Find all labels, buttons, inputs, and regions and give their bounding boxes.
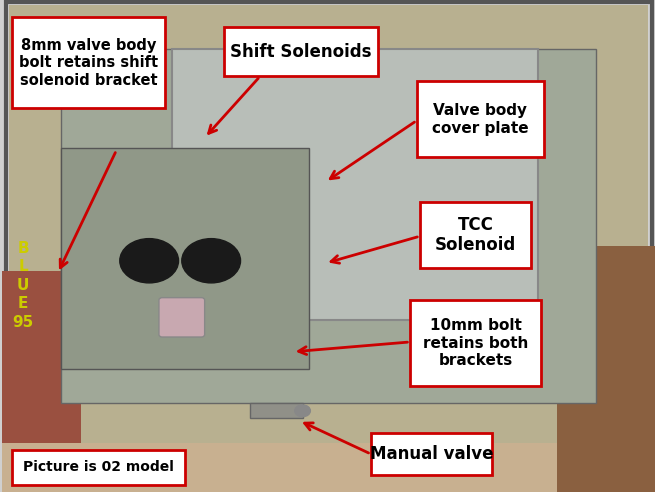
- FancyBboxPatch shape: [371, 433, 492, 475]
- FancyBboxPatch shape: [159, 298, 204, 337]
- Text: B
L
U
E
95: B L U E 95: [12, 241, 34, 330]
- FancyBboxPatch shape: [3, 271, 81, 492]
- FancyBboxPatch shape: [417, 81, 544, 157]
- FancyBboxPatch shape: [12, 17, 166, 108]
- Circle shape: [295, 405, 310, 417]
- Text: TCC
Solenoid: TCC Solenoid: [435, 215, 516, 254]
- FancyBboxPatch shape: [3, 443, 655, 492]
- Text: Manual valve: Manual valve: [369, 445, 493, 463]
- FancyBboxPatch shape: [5, 2, 652, 490]
- FancyBboxPatch shape: [61, 148, 309, 369]
- FancyBboxPatch shape: [224, 27, 377, 76]
- FancyBboxPatch shape: [61, 49, 596, 403]
- Text: Shift Solenoids: Shift Solenoids: [230, 43, 371, 61]
- FancyBboxPatch shape: [9, 5, 648, 448]
- FancyBboxPatch shape: [12, 450, 185, 485]
- Text: 10mm bolt
retains both
brackets: 10mm bolt retains both brackets: [423, 318, 528, 368]
- Circle shape: [120, 239, 179, 283]
- FancyBboxPatch shape: [420, 202, 531, 268]
- Circle shape: [182, 239, 240, 283]
- FancyBboxPatch shape: [250, 403, 303, 418]
- Text: Picture is 02 model: Picture is 02 model: [23, 461, 174, 474]
- Text: 8mm valve body
bolt retains shift
solenoid bracket: 8mm valve body bolt retains shift soleno…: [19, 38, 159, 88]
- FancyBboxPatch shape: [172, 49, 538, 320]
- Text: Valve body
cover plate: Valve body cover plate: [432, 103, 529, 135]
- FancyBboxPatch shape: [557, 246, 655, 492]
- FancyBboxPatch shape: [410, 300, 541, 386]
